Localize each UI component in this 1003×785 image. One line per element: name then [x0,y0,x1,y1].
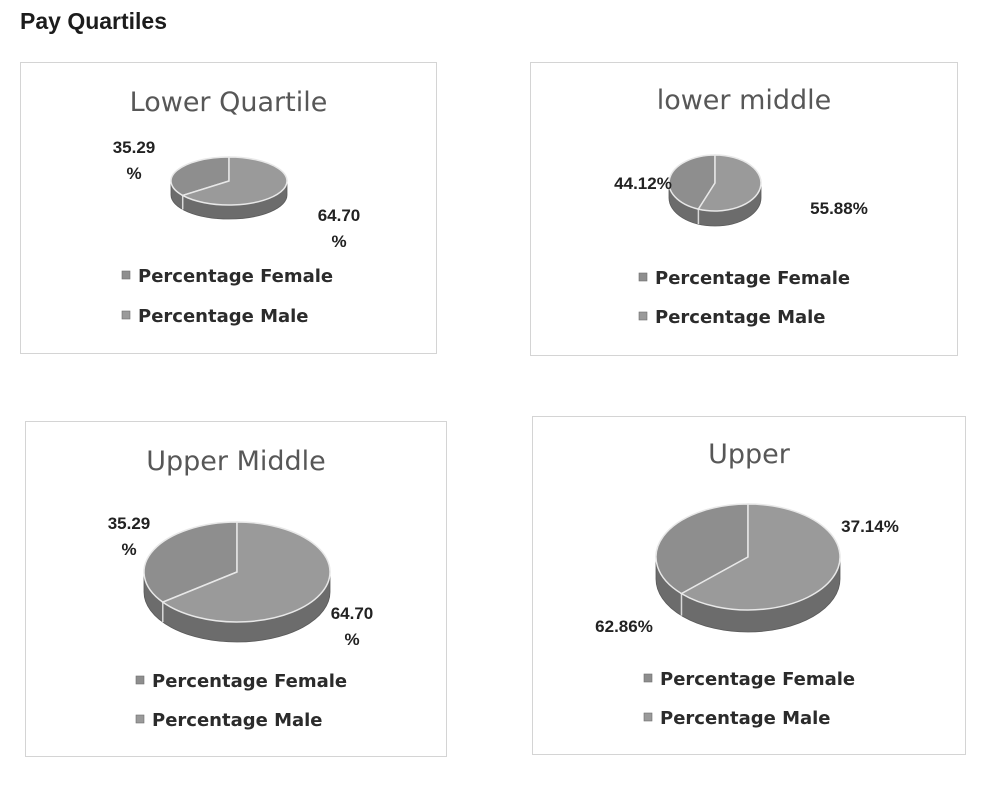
pie-chart: Upper Middle 35.29 % 64.70 % Percentage Femal… [108,446,374,731]
pie-chart: Lower Quartile 35.29 % 64.70 % Percentage Fem… [113,87,361,327]
pie-chart: Upper 37.14% 62.86% Percentage Female Percen… [595,439,899,729]
legend-marker-male [135,714,145,724]
legend-marker-male [121,310,131,320]
legend-label-male: Percentage Male [660,708,831,729]
page-title: Pay Quartiles [20,8,168,34]
chart-card-lower-quartile: Lower Quartile 35.29% 64.70% Percentage Fem… [20,62,437,354]
chart-card-lower-middle: lower middle 44.12% 55.88% Percentage Femal… [530,62,958,356]
legend-label-female: Percentage Female [655,268,850,289]
chart-title: lower middle [657,85,832,116]
pie-slice-female [655,503,749,595]
pie-slice-male [697,154,762,212]
legend-label-female: Percentage Female [660,669,855,690]
chart-title: Upper [708,439,791,470]
legend-marker-female [638,272,648,282]
legend-marker-male [638,311,648,321]
data-label-female: 44.12% [614,174,672,193]
pie-chart: lower middle 44.12% 55.88% Percentage Femal… [614,85,868,328]
pie-slice-female [143,521,238,603]
legend-marker-female [643,673,653,683]
legend-marker-male [643,712,653,722]
legend-label-male: Percentage Male [138,306,309,327]
legend-label-male: Percentage Male [152,710,323,731]
legend-label-female: Percentage Female [138,266,333,287]
legend-marker-female [135,675,145,685]
chart-title: Upper Middle [146,446,326,477]
chart-card-upper-middle: Upper Middle 35.29% 64.70% Percentage Femal… [25,421,447,757]
data-label-female: 35.29% [108,514,151,559]
pie-slice-male [180,156,288,206]
data-label-male: 62.86% [595,617,653,636]
data-label-female: 35.29% [113,138,156,183]
legend-marker-female [121,270,131,280]
data-label-male: 64.70% [318,206,361,251]
data-label-male: 55.88% [810,199,868,218]
data-label-male: 64.70% [331,604,374,649]
legend-label-male: Percentage Male [655,307,826,328]
chart-title: Lower Quartile [130,87,328,118]
pie-slice-female [170,156,230,197]
pie-slice-male [679,503,841,611]
pie-slice-male [161,521,331,623]
pie-slice-female [668,154,716,210]
chart-card-upper: Upper 37.14% 62.86% Percentage Female Percen… [532,416,966,755]
data-label-female: 37.14% [841,517,899,536]
legend-label-female: Percentage Female [152,671,347,692]
